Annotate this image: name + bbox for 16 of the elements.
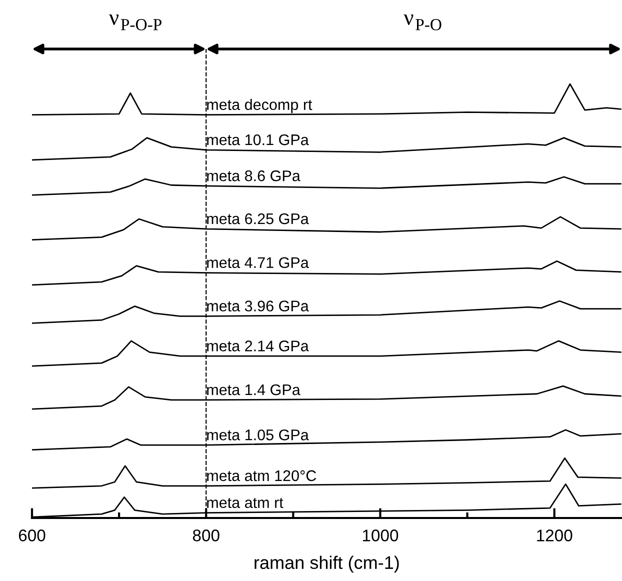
series-label: meta 2.14 GPa [207, 340, 309, 352]
series-label: meta atm rt [207, 498, 284, 508]
x-tick-label: 600 [18, 530, 46, 542]
x-tick-label: 800 [192, 530, 220, 542]
series-label: meta 4.71 GPa [207, 257, 309, 268]
x-axis-title: raman shift (cm-1) [254, 556, 399, 573]
x-tick-label: 1200 [537, 530, 572, 542]
series-label: meta 3.96 GPa [207, 300, 309, 312]
series-label: meta atm 120°C [207, 470, 316, 482]
x-tick-label: 1000 [362, 530, 398, 542]
series-label: meta 10.1 GPa [207, 134, 309, 146]
series-label: meta 1.4 GPa [207, 384, 300, 396]
series-label: meta 8.6 GPa [207, 170, 300, 182]
series-label: meta 1.05 GPa [207, 430, 309, 440]
series-label: meta 6.25 GPa [207, 213, 309, 224]
series-label: meta decomp rt [207, 98, 312, 114]
